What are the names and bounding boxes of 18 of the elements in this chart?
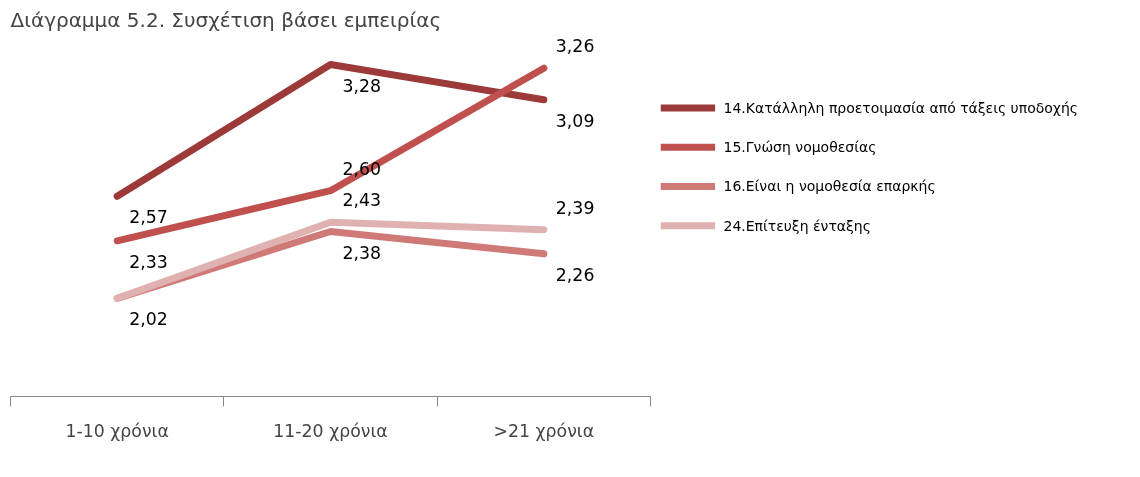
legend-label: 14.Κατάλληλη προετοιμασία από τάξεις υποδοχής bbox=[723, 99, 1078, 116]
data-label: 2,26 bbox=[555, 264, 595, 285]
legend-label: 16.Είναι η νομοθεσία επαρκής bbox=[723, 178, 936, 195]
data-label: 3,28 bbox=[342, 75, 382, 96]
legend-label: 15.Γνώση νομοθεσίας bbox=[723, 139, 877, 156]
data-label: 2,57 bbox=[129, 207, 168, 228]
x-tick-label: 11-20 χρόνια bbox=[273, 420, 388, 441]
data-label: 2,38 bbox=[342, 242, 382, 263]
x-tick-label: >21 χρόνια bbox=[493, 420, 595, 441]
data-label: 2,43 bbox=[342, 190, 382, 211]
chart-title: Διάγραμμα 5.2. Συσχέτιση βάσει εμπειρίας bbox=[10, 7, 442, 32]
data-label: 2,39 bbox=[555, 197, 595, 218]
data-label: 3,09 bbox=[555, 110, 595, 131]
data-label: 3,26 bbox=[555, 36, 595, 57]
data-label: 2,02 bbox=[129, 309, 168, 330]
data-label: 2,33 bbox=[129, 251, 168, 272]
legend-label: 24.Επίτευξη ένταξης bbox=[723, 217, 871, 234]
x-tick-label: 1-10 χρόνια bbox=[65, 420, 169, 441]
